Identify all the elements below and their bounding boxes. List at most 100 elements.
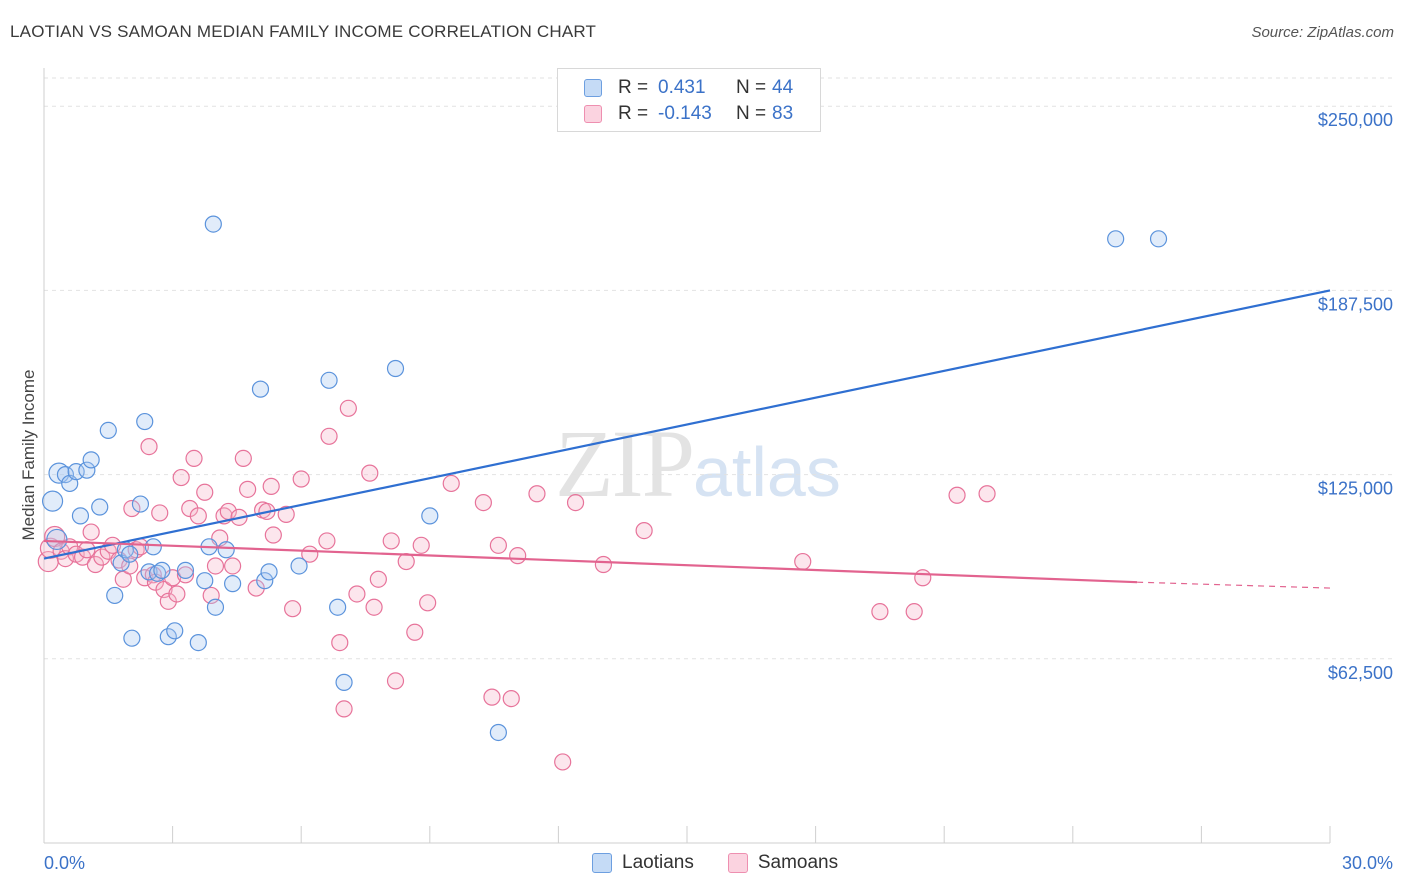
laotians-point (290, 557, 308, 575)
y-tick-label: $125,000 (1318, 479, 1393, 499)
samoans-point (369, 570, 387, 588)
samoans-point (502, 689, 520, 708)
r-value: 0.431 (658, 77, 706, 98)
laotians-point (91, 498, 109, 516)
samoans-point (123, 499, 141, 518)
legend-item-laotians: Laotians (592, 852, 694, 874)
axes (43, 68, 1331, 844)
samoans-point (82, 523, 100, 541)
r-label: R = (618, 103, 649, 124)
n-label: N = (736, 77, 767, 98)
laotians-point (99, 421, 117, 439)
samoans-legend-label: Samoans (757, 852, 839, 873)
n-label: N = (736, 103, 767, 124)
samoans-point (172, 468, 190, 487)
samoans-point (397, 552, 415, 571)
laotians-point (123, 629, 141, 647)
samoans-point (489, 536, 507, 554)
correlation-legend: R = 0.431 N = 44 R = -0.143 N = 83 (557, 68, 821, 132)
samoans-point (339, 399, 357, 417)
samoans-point (140, 438, 158, 456)
samoans-point (386, 672, 405, 690)
samoans-trend-line (43, 539, 1138, 584)
samoans-point (871, 603, 889, 621)
laotians-point (260, 563, 278, 581)
source-note: Source: ZipAtlas.com (1251, 24, 1394, 41)
laotians-point (217, 541, 235, 559)
laotians-point (140, 563, 158, 581)
laotians-point (1149, 230, 1168, 248)
laotians-point (71, 507, 90, 525)
samoans-point (509, 547, 527, 565)
n-value: 83 (772, 103, 794, 124)
samoans-point (554, 753, 572, 771)
samoans-point (292, 470, 310, 488)
legend-item-samoans: Samoans (727, 852, 839, 874)
laotians-point (335, 673, 353, 691)
y-tick-label: $250,000 (1318, 110, 1393, 130)
laotians-point (67, 463, 85, 481)
watermark-atlas: atlas (693, 433, 841, 511)
samoans-point (284, 600, 302, 618)
samoans-point (528, 485, 546, 503)
samoans-trend-extension (1137, 581, 1331, 589)
laotians-point (46, 528, 68, 551)
samoans-point (406, 623, 424, 641)
laotians-point (204, 215, 222, 233)
samoans-point (331, 633, 349, 652)
laotians-point (144, 538, 162, 556)
laotians-point (112, 554, 130, 572)
samoans-point (185, 449, 203, 467)
samoans-point (914, 569, 932, 587)
samoans-point (566, 494, 585, 512)
samoans-point (794, 552, 812, 571)
samoans-point (442, 474, 460, 493)
axis-labels: $62,500 $125,000 $187,500 $250,000 0.0% 30.0%… (19, 110, 1393, 873)
samoans-point (382, 532, 400, 550)
laotians-point (329, 598, 347, 616)
samoans-point (239, 480, 257, 498)
samoans-point (474, 494, 492, 512)
laotians-point (159, 628, 177, 646)
laotians-point (320, 371, 338, 389)
samoans-point (264, 526, 282, 544)
laotians-point (256, 572, 274, 590)
laotians-legend-label: Laotians (622, 852, 694, 873)
laotians-swatch (584, 79, 602, 97)
samoans-point (224, 557, 242, 575)
samoans-point (234, 449, 252, 467)
laotians-point (136, 412, 154, 431)
laotians-point (82, 451, 100, 469)
samoans-point (335, 700, 353, 718)
laotians-trend-line (43, 289, 1331, 560)
laotians-point (251, 380, 270, 398)
legend-row-samoans: R = -0.143 N = 83 (584, 102, 793, 126)
samoans-point (594, 555, 613, 574)
samoans-point (151, 504, 169, 522)
laotians-point (166, 622, 184, 640)
laotians-point (489, 723, 507, 742)
samoans-point (93, 548, 111, 566)
laotians-point (206, 598, 225, 616)
laotians-points (41, 215, 1168, 742)
y-tick-label: $187,500 (1318, 294, 1393, 314)
laotians-point (106, 586, 124, 605)
r-value: -0.143 (658, 103, 712, 124)
laotians-legend-swatch (592, 853, 612, 873)
samoans-point (189, 507, 207, 525)
laotians-point (121, 545, 139, 563)
y-tick-label: $62,500 (1328, 663, 1393, 683)
x-tick-label: 0.0% (44, 853, 85, 873)
samoans-point (419, 594, 437, 612)
laotians-point (224, 575, 242, 593)
laotians-point (78, 461, 96, 479)
samoans-points (37, 399, 996, 771)
gridlines (44, 77, 1392, 660)
samoans-point (196, 483, 214, 501)
samoans-point (318, 532, 336, 550)
samoans-point (277, 505, 295, 523)
n-value: 44 (772, 77, 794, 98)
series-legend: Laotians Samoans (592, 852, 872, 874)
samoans-point (635, 521, 653, 540)
